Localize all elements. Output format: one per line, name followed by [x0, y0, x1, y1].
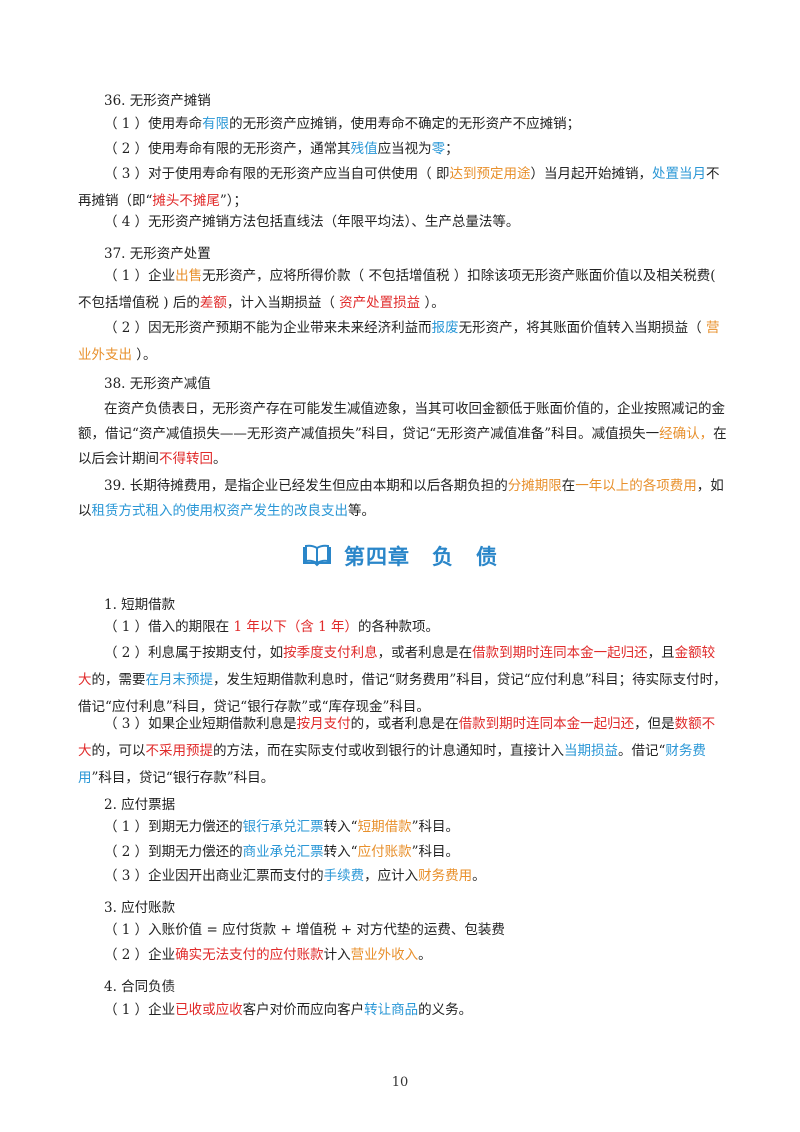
s36-item-3: （ 3 ）对于使用寿命有限的无形资产应当自可供使用（ 即达到预定用途）当月起开始… — [78, 166, 720, 209]
debt-section-4-title: 4. 合同负债 — [104, 979, 176, 995]
d2-item-2: （ 2 ）到期无力偿还的商业承兑汇票转入“应付账款”科目。 — [104, 844, 459, 860]
d3-item-2: （ 2 ）企业确实无法支付的应付账款计入营业外收入。 — [104, 947, 432, 963]
section-38-title: 38. 无形资产减值 — [104, 376, 211, 392]
s36-item-4: （ 4 ）无形资产摊销方法包括直线法（年限平均法）、生产总量法等。 — [104, 214, 520, 230]
s37-item-1: （ 1 ）企业出售无形资产，应将所得价款（ 不包括增值税 ）扣除该项无形资产账面… — [78, 268, 716, 311]
chapter-heading: 第四章负 债 — [0, 538, 800, 574]
s37-item-2: （ 2 ）因无形资产预期不能为企业带来未来经济利益而报废无形资产，将其账面价值转… — [78, 320, 720, 363]
debt-section-3-title: 3. 应付账款 — [104, 900, 176, 916]
s38-paragraph: 在资产负债表日，无形资产存在可能发生减值迹象，当其可收回金额低于账面价值的，企业… — [78, 401, 727, 467]
debt-section-2-title: 2. 应付票据 — [104, 797, 176, 813]
section-36-title: 36. 无形资产摊销 — [104, 93, 211, 109]
section-37-title: 37. 无形资产处置 — [104, 246, 211, 262]
d1-item-1: （ 1 ）借入的期限在 1 年以下（含 1 年）的各种款项。 — [104, 619, 440, 635]
d2-item-1: （ 1 ）到期无力偿还的银行承兑汇票转入“短期借款”科目。 — [104, 819, 459, 835]
d2-item-3: （ 3 ）企业因开出商业汇票而支付的手续费，应计入财务费用。 — [104, 868, 486, 884]
debt-section-1-title: 1. 短期借款 — [104, 597, 176, 613]
chapter-title: 第四章负 债 — [344, 545, 498, 569]
d3-item-1: （ 1 ）入账价值 = 应付货款 + 增值税 + 对方代垫的运费、包装费 — [104, 922, 505, 938]
s39-paragraph: 39. 长期待摊费用，是指企业已经发生但应由本期和以后各期负担的分摊期限在一年以… — [78, 478, 724, 519]
s36-item-1: （ 1 ）使用寿命有限的无形资产应摊销，使用寿命不确定的无形资产不应摊销； — [104, 116, 581, 132]
s36-item-2: （ 2 ）使用寿命有限的无形资产，通常其残值应当视为零； — [104, 141, 459, 157]
page-number: 10 — [391, 1075, 409, 1090]
d4-item-1: （ 1 ）企业已收或应收客户对价而应向客户转让商品的义务。 — [104, 1002, 473, 1018]
d1-item-3: （ 3 ）如果企业短期借款利息是按月支付的，或者利息是在借款到期时连同本金一起归… — [78, 716, 716, 786]
d1-item-2: （ 2 ）利息属于按期支付，如按季度支付利息，或者利息是在借款到期时连同本金一起… — [78, 645, 727, 715]
book-icon — [303, 544, 331, 567]
